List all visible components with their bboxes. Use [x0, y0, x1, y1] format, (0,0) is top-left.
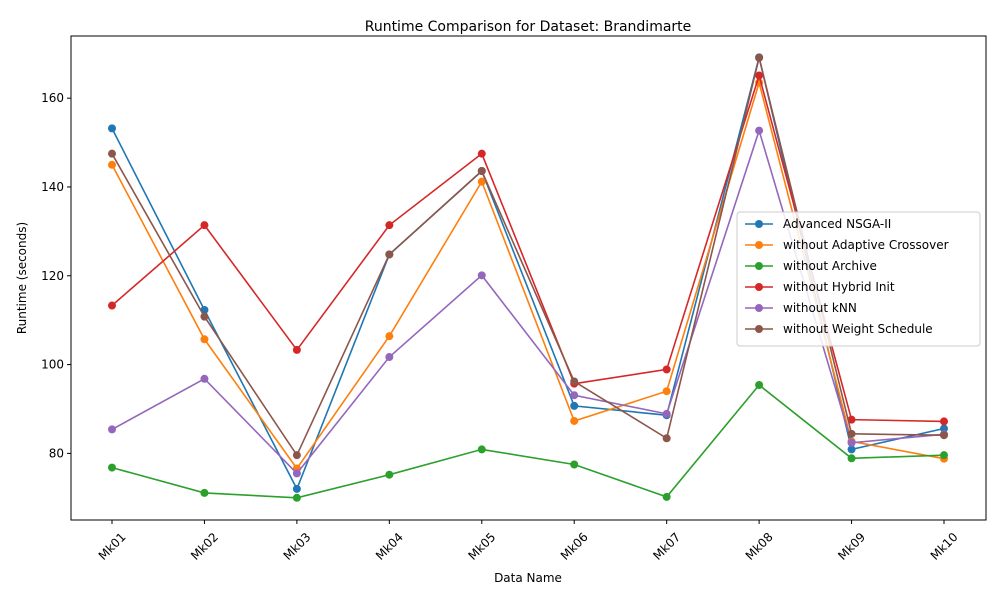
- legend-label: without Adaptive Crossover: [783, 238, 949, 252]
- data-point-without-hybrid-init-mk07: [662, 365, 671, 374]
- data-point-without-archive-mk09: [847, 454, 856, 463]
- data-point-without-weight-schedule-mk08: [755, 53, 764, 62]
- data-point-without-weight-schedule-mk05: [477, 166, 486, 175]
- data-point-without-archive-mk06: [570, 460, 579, 469]
- data-point-without-weight-schedule-mk10: [940, 431, 948, 440]
- data-point-without-archive-mk10: [940, 451, 948, 460]
- data-point-without-hybrid-init-mk02: [200, 221, 209, 230]
- legend-swatch-marker: [755, 304, 763, 312]
- legend-swatch-marker: [755, 325, 763, 333]
- data-point-advanced-nsga-ii-mk06: [570, 401, 579, 410]
- data-point-advanced-nsga-ii-mk10: [940, 424, 948, 433]
- data-point-without-hybrid-init-mk09: [847, 415, 856, 424]
- legend-swatch-marker: [755, 283, 763, 291]
- data-point-without-weight-schedule-mk06: [570, 377, 579, 386]
- data-point-without-knn-mk02: [200, 374, 209, 383]
- data-point-without-hybrid-init-mk05: [477, 149, 486, 158]
- data-point-without-adaptive-crossover-mk04: [385, 332, 394, 341]
- legend-item-advanced-nsga-ii: Advanced NSGA-II: [745, 217, 891, 231]
- chart-title: Runtime Comparison for Dataset: Brandima…: [365, 19, 692, 35]
- legend-item-without-knn: without kNN: [745, 301, 857, 315]
- data-point-without-archive-mk01: [108, 463, 116, 472]
- data-point-without-adaptive-crossover-mk01: [108, 160, 116, 169]
- y-tick-label: 160: [41, 91, 64, 105]
- legend-label: Advanced NSGA-II: [783, 217, 891, 231]
- data-point-without-knn-mk08: [755, 126, 764, 135]
- data-point-without-knn-mk05: [477, 271, 486, 280]
- data-point-without-weight-schedule-mk09: [847, 429, 856, 438]
- data-point-without-adaptive-crossover-mk07: [662, 387, 671, 396]
- data-point-without-knn-mk01: [108, 425, 116, 434]
- legend: Advanced NSGA-II without Adaptive Crossov…: [736, 211, 981, 347]
- data-point-without-weight-schedule-mk07: [662, 434, 671, 443]
- data-point-without-hybrid-init-mk01: [108, 301, 116, 310]
- legend-label: without Weight Schedule: [783, 322, 933, 336]
- data-point-without-archive-mk04: [385, 470, 394, 479]
- legend-item-without-weight-schedule: without Weight Schedule: [745, 322, 933, 336]
- data-point-without-weight-schedule-mk03: [292, 451, 301, 460]
- y-axis: 80 100 120 140 160: [41, 91, 71, 460]
- y-tick-label: 140: [41, 180, 64, 194]
- data-point-without-hybrid-init-mk08: [755, 71, 764, 80]
- data-point-without-knn-mk04: [385, 353, 394, 362]
- data-point-advanced-nsga-ii-mk09: [847, 445, 856, 454]
- y-tick-label: 100: [41, 358, 64, 372]
- data-point-without-weight-schedule-mk02: [200, 312, 209, 321]
- data-point-without-adaptive-crossover-mk05: [477, 177, 486, 186]
- legend-item-without-archive: without Archive: [745, 259, 877, 273]
- data-point-without-archive-mk07: [662, 492, 671, 501]
- legend-item-without-adaptive-crossover: without Adaptive Crossover: [745, 238, 949, 252]
- data-point-without-weight-schedule-mk04: [385, 250, 394, 259]
- data-point-without-archive-mk08: [755, 381, 764, 390]
- data-point-without-knn-mk03: [292, 469, 301, 478]
- data-point-without-knn-mk09: [847, 438, 856, 447]
- data-point-without-hybrid-init-mk03: [292, 345, 301, 354]
- y-axis-title: Runtime (seconds): [15, 222, 29, 334]
- data-point-advanced-nsga-ii-mk01: [108, 124, 116, 133]
- x-axis-title: Data Name: [494, 571, 562, 585]
- legend-label: without Hybrid Init: [783, 280, 895, 294]
- series-without-archive: [108, 381, 948, 502]
- data-point-without-knn-mk06: [570, 391, 579, 400]
- data-point-without-knn-mk07: [662, 409, 671, 418]
- data-point-advanced-nsga-ii-mk03: [292, 484, 301, 493]
- legend-swatch-marker: [755, 220, 763, 228]
- data-point-without-adaptive-crossover-mk06: [570, 416, 579, 425]
- legend-label: without kNN: [783, 301, 857, 315]
- data-point-without-archive-mk05: [477, 445, 486, 454]
- data-point-without-adaptive-crossover-mk02: [200, 335, 209, 344]
- data-point-without-weight-schedule-mk01: [108, 149, 116, 158]
- series-line-without-archive: [111, 383, 945, 499]
- data-point-without-archive-mk02: [200, 488, 209, 497]
- data-point-without-hybrid-init-mk10: [940, 417, 948, 426]
- y-tick-label: 120: [41, 269, 64, 283]
- legend-box: [736, 211, 981, 347]
- legend-label: without Archive: [783, 259, 877, 273]
- legend-item-without-hybrid-init: without Hybrid Init: [745, 280, 895, 294]
- plot-frame: [70, 35, 987, 521]
- legend-swatch-marker: [755, 241, 763, 249]
- legend-swatch-marker: [755, 262, 763, 270]
- data-point-without-hybrid-init-mk04: [385, 221, 394, 230]
- data-point-without-archive-mk03: [292, 493, 301, 502]
- y-tick-label: 80: [49, 446, 64, 460]
